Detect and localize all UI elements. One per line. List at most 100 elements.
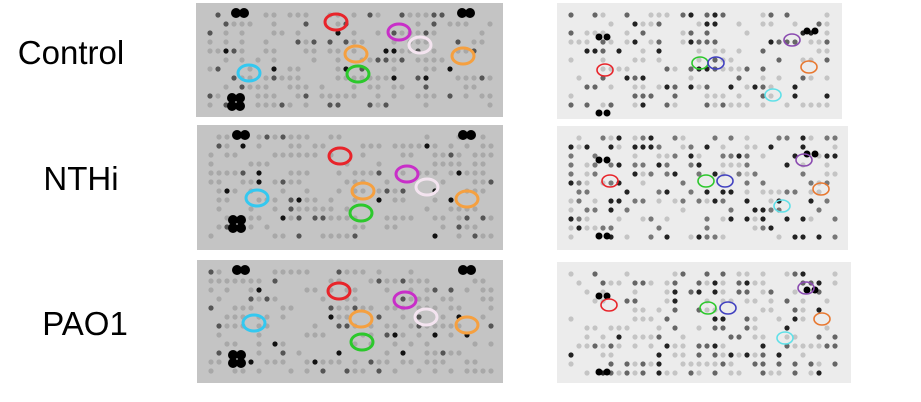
- spot: [656, 361, 662, 367]
- highlight-circle-white: [414, 177, 440, 197]
- spot: [696, 171, 702, 177]
- spot: [456, 350, 462, 356]
- spot: [432, 368, 438, 374]
- spot: [600, 48, 606, 54]
- spot: [744, 66, 750, 72]
- spot: [592, 207, 598, 213]
- spot: [367, 102, 373, 108]
- spot: [207, 48, 213, 54]
- reference-spot: [603, 109, 611, 117]
- spot: [432, 170, 438, 176]
- spot: [712, 12, 718, 18]
- spot: [344, 368, 350, 374]
- spot: [256, 323, 262, 329]
- spot: [784, 325, 790, 331]
- spot: [752, 225, 758, 231]
- spot: [416, 143, 422, 149]
- spot: [568, 12, 574, 18]
- spot: [608, 207, 614, 213]
- spot: [760, 84, 766, 90]
- spot: [271, 75, 277, 81]
- spot: [344, 179, 350, 185]
- spot: [576, 144, 582, 150]
- spot: [728, 361, 734, 367]
- spot: [576, 39, 582, 45]
- spot: [608, 84, 614, 90]
- spot: [335, 93, 341, 99]
- highlight-circle-cyan: [236, 63, 262, 83]
- spot: [304, 188, 310, 194]
- spot: [664, 343, 670, 349]
- spot: [447, 93, 453, 99]
- spot: [760, 207, 766, 213]
- spot: [344, 314, 350, 320]
- spot: [472, 152, 478, 158]
- spot: [632, 289, 638, 295]
- spot: [440, 224, 446, 230]
- spot: [223, 21, 229, 27]
- spot: [824, 57, 830, 63]
- membrane-background: [557, 262, 851, 383]
- spot: [824, 102, 830, 108]
- spot: [432, 233, 438, 239]
- spot: [632, 84, 638, 90]
- spot: [760, 307, 766, 313]
- spot: [608, 361, 614, 367]
- spot: [479, 93, 485, 99]
- spot: [400, 197, 406, 203]
- spot: [224, 134, 230, 140]
- blot-nthi-right: [557, 126, 848, 250]
- spot: [352, 368, 358, 374]
- spot: [432, 215, 438, 221]
- spot: [432, 323, 438, 329]
- spot: [424, 206, 430, 212]
- spot: [760, 48, 766, 54]
- spot: [439, 57, 445, 63]
- spot: [408, 278, 414, 284]
- spot: [736, 75, 742, 81]
- spot: [352, 359, 358, 365]
- spot: [232, 278, 238, 284]
- spot: [584, 39, 590, 45]
- spot: [624, 370, 630, 376]
- spot: [248, 278, 254, 284]
- spot: [463, 75, 469, 81]
- spot: [792, 343, 798, 349]
- spot: [391, 66, 397, 72]
- spot: [832, 144, 838, 150]
- spot: [487, 21, 493, 27]
- spot: [576, 189, 582, 195]
- spot: [664, 66, 670, 72]
- spot: [416, 314, 422, 320]
- spot: [391, 93, 397, 99]
- spot: [616, 216, 622, 222]
- spot: [359, 39, 365, 45]
- spot: [344, 233, 350, 239]
- spot: [448, 143, 454, 149]
- highlight-circle-purple: [783, 33, 801, 47]
- spot: [208, 278, 214, 284]
- spot: [712, 39, 718, 45]
- spot: [784, 135, 790, 141]
- spot: [656, 57, 662, 63]
- spot: [816, 307, 822, 313]
- spot: [600, 30, 606, 36]
- spot: [272, 206, 278, 212]
- spot: [456, 170, 462, 176]
- spot: [608, 162, 614, 168]
- spot: [208, 287, 214, 293]
- spot: [312, 215, 318, 221]
- spot: [632, 135, 638, 141]
- spot: [272, 197, 278, 203]
- spot: [624, 189, 630, 195]
- spot: [384, 359, 390, 365]
- spot: [760, 280, 766, 286]
- spot: [304, 359, 310, 365]
- spot: [696, 352, 702, 358]
- spot: [672, 307, 678, 313]
- spot: [472, 224, 478, 230]
- spot: [224, 143, 230, 149]
- spot: [384, 188, 390, 194]
- spot: [464, 368, 470, 374]
- spot: [736, 66, 742, 72]
